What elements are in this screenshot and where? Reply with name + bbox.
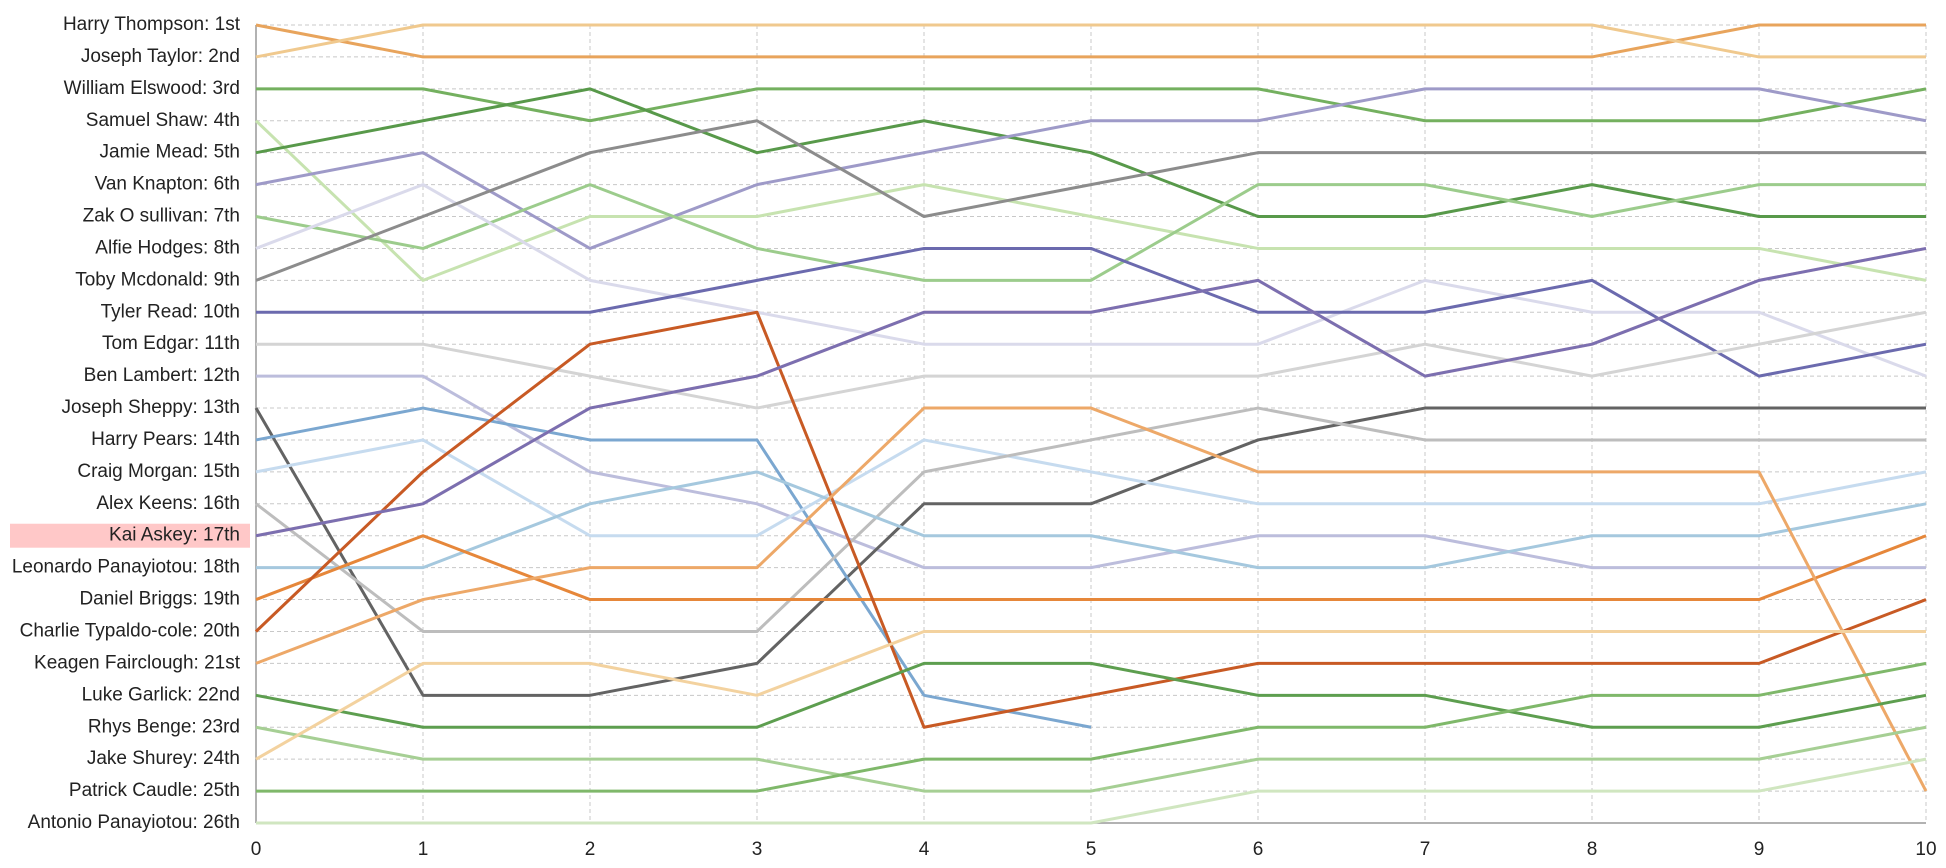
series-line (255, 119, 1926, 282)
x-tick-label: 6 (1253, 839, 1264, 860)
series-line (255, 23, 1926, 59)
series-line (256, 661, 1927, 793)
y-tick-label: Joseph Taylor: 2nd (81, 46, 240, 67)
series-line (255, 246, 1927, 538)
series-line (255, 87, 1927, 250)
series-line (256, 87, 1927, 123)
y-tick-label: Alex Keens: 16th (96, 493, 240, 514)
series-line (256, 470, 1927, 570)
y-tick-label: Jamie Mead: 5th (100, 142, 240, 163)
series-line (255, 661, 1927, 729)
y-tick-label: Rhys Benge: 23rd (88, 716, 240, 737)
y-tick-label: Charlie Typaldo-cole: 20th (20, 620, 240, 641)
x-tick-label: 5 (1086, 839, 1097, 860)
series-line (256, 246, 1927, 378)
series-line (255, 87, 1926, 219)
x-tick-label: 7 (1420, 839, 1431, 860)
y-tick-label: Jake Shurey: 24th (87, 748, 240, 769)
series-line (256, 310, 1927, 410)
x-tick-label: 4 (919, 839, 930, 860)
y-tick-label: Tom Edgar: 11th (102, 333, 240, 354)
series-line (255, 406, 1926, 633)
series-line (255, 629, 1926, 761)
y-tick-label: Leonardo Panayiotou: 18th (12, 557, 240, 578)
series-line (254, 406, 1926, 697)
x-tick-label: 8 (1587, 839, 1598, 860)
y-tick-label: Kai Askey: 17th (109, 525, 240, 546)
series-line (255, 183, 1926, 282)
y-tick-label: Daniel Briggs: 19th (79, 589, 240, 610)
series-line (254, 310, 1927, 729)
y-tick-label: Keagen Fairclough: 21st (34, 652, 241, 673)
y-tick-label: Harry Thompson: 1st (63, 14, 241, 35)
y-tick-label: Harry Pears: 14th (91, 429, 240, 450)
y-tick-label: Zak O sullivan: 7th (83, 206, 240, 227)
series-line (255, 406, 1092, 729)
y-tick-label: Patrick Caudle: 25th (69, 780, 240, 801)
y-tick-label: Samuel Shaw: 4th (86, 110, 240, 131)
y-tick-label: Tyler Read: 10th (101, 301, 240, 322)
x-tick-label: 0 (251, 839, 262, 860)
series-line (255, 725, 1927, 793)
series-line (254, 119, 1927, 282)
y-tick-label: Joseph Sheppy: 13th (61, 397, 240, 418)
y-tick-label: Antonio Panayiotou: 26th (28, 812, 240, 833)
series-line (256, 757, 1927, 825)
highlight-label-bg (10, 523, 250, 548)
y-tick-label: William Elswood: 3rd (64, 78, 240, 99)
y-tick-label: Alfie Hodges: 8th (95, 237, 240, 258)
x-tick-label: 9 (1754, 839, 1765, 860)
series-line (255, 23, 1926, 59)
y-tick-label: Ben Lambert: 12th (84, 365, 240, 386)
x-tick-label: 3 (752, 839, 763, 860)
x-tick-label: 2 (585, 839, 596, 860)
y-tick-label: Van Knapton: 6th (95, 174, 240, 195)
y-tick-label: Toby Mcdonald: 9th (75, 269, 240, 290)
y-tick-label: Craig Morgan: 15th (77, 461, 240, 482)
series-line (255, 406, 1928, 792)
series-line (255, 438, 1927, 538)
y-tick-label: Luke Garlick: 22nd (82, 684, 240, 705)
x-tick-label: 10 (1915, 839, 1936, 860)
x-tick-label: 1 (418, 839, 429, 860)
